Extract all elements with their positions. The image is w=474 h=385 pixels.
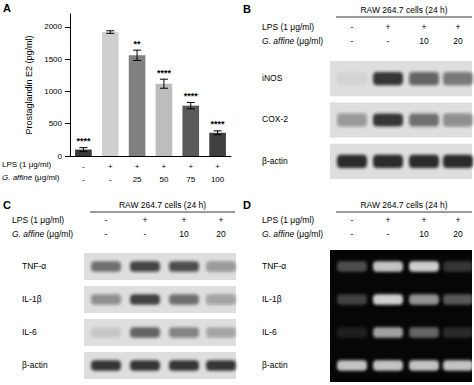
- svg-text:+: +: [456, 22, 461, 32]
- svg-text:LPS (1 μg/ml): LPS (1 μg/ml): [262, 22, 314, 32]
- svg-text:+: +: [456, 215, 461, 225]
- svg-text:-: -: [82, 175, 85, 184]
- svg-text:Prostaglandin E2 (pg/ml): Prostaglandin E2 (pg/ml): [24, 35, 34, 134]
- svg-text:+: +: [162, 162, 167, 171]
- svg-text:RAW 264.7 cells (24 h): RAW 264.7 cells (24 h): [119, 200, 206, 210]
- svg-text:LPS (1 μg/ml): LPS (1 μg/ml): [12, 215, 64, 225]
- svg-text:500: 500: [49, 119, 63, 128]
- svg-text:-: -: [351, 36, 354, 46]
- svg-text:-: -: [82, 162, 85, 171]
- svg-text:****: ****: [76, 136, 91, 146]
- svg-text:****: ****: [211, 119, 226, 129]
- svg-text:+: +: [215, 162, 220, 171]
- svg-text:G. affine (μg/ml): G. affine (μg/ml): [12, 229, 73, 239]
- svg-text:C: C: [3, 199, 11, 211]
- svg-text:1000: 1000: [44, 87, 62, 96]
- svg-text:β-actin: β-actin: [262, 360, 288, 370]
- svg-text:+: +: [219, 215, 224, 225]
- svg-text:20: 20: [453, 229, 463, 239]
- svg-text:-: -: [144, 229, 147, 239]
- svg-text:-: -: [351, 22, 354, 32]
- svg-text:2000: 2000: [44, 22, 62, 31]
- svg-text:-: -: [109, 175, 112, 184]
- svg-text:****: ****: [157, 68, 172, 78]
- svg-text:A: A: [3, 2, 11, 14]
- svg-text:+: +: [422, 215, 427, 225]
- svg-text:-: -: [105, 229, 108, 239]
- svg-text:**: **: [134, 39, 142, 49]
- svg-text:100: 100: [211, 175, 225, 184]
- svg-text:75: 75: [186, 175, 195, 184]
- svg-text:50: 50: [159, 175, 168, 184]
- svg-text:10: 10: [419, 36, 429, 46]
- svg-text:TNF-α: TNF-α: [262, 261, 286, 271]
- svg-text:G. affine (μg/ml): G. affine (μg/ml): [262, 36, 323, 46]
- svg-text:+: +: [143, 215, 148, 225]
- svg-text:iNOS: iNOS: [262, 73, 283, 83]
- svg-text:1500: 1500: [44, 55, 62, 64]
- svg-text:20: 20: [453, 36, 463, 46]
- svg-text:****: ****: [184, 91, 199, 101]
- svg-text:B: B: [243, 3, 251, 15]
- svg-text:IL-6: IL-6: [22, 327, 37, 337]
- svg-text:20: 20: [216, 229, 226, 239]
- svg-text:LPS (1 μg/ml): LPS (1 μg/ml): [262, 215, 314, 225]
- svg-text:-: -: [351, 229, 354, 239]
- svg-text:+: +: [182, 215, 187, 225]
- svg-text:IL-6: IL-6: [262, 327, 277, 337]
- svg-text:-: -: [105, 215, 108, 225]
- svg-text:β-actin: β-actin: [262, 156, 288, 166]
- svg-text:-: -: [387, 36, 390, 46]
- svg-text:D: D: [243, 199, 251, 211]
- svg-text:0: 0: [58, 152, 63, 161]
- svg-text:COX-2: COX-2: [262, 114, 288, 124]
- svg-text:IL-1β: IL-1β: [262, 294, 282, 304]
- svg-text:+: +: [422, 22, 427, 32]
- svg-text:LPS (1 μg/ml): LPS (1 μg/ml): [2, 160, 51, 169]
- svg-text:G. affine: G. affine: [2, 173, 33, 182]
- svg-text:+: +: [108, 162, 113, 171]
- svg-text:-: -: [387, 229, 390, 239]
- svg-text:10: 10: [419, 229, 429, 239]
- svg-text:10: 10: [179, 229, 189, 239]
- svg-text:RAW 264.7 cells (24 h): RAW 264.7 cells (24 h): [360, 200, 447, 210]
- svg-text:(μg/ml): (μg/ml): [32, 173, 60, 182]
- svg-text:G. affine (μg/ml): G. affine (μg/ml): [262, 229, 323, 239]
- svg-text:+: +: [188, 162, 193, 171]
- svg-text:RAW 264.7 cells (24 h): RAW 264.7 cells (24 h): [360, 5, 447, 15]
- svg-text:β-actin: β-actin: [22, 360, 48, 370]
- svg-text:-: -: [351, 215, 354, 225]
- svg-text:25: 25: [133, 175, 142, 184]
- svg-text:+: +: [386, 22, 391, 32]
- svg-text:TNF-α: TNF-α: [22, 261, 46, 271]
- svg-text:+: +: [386, 215, 391, 225]
- svg-text:+: +: [135, 162, 140, 171]
- svg-text:IL-1β: IL-1β: [22, 294, 42, 304]
